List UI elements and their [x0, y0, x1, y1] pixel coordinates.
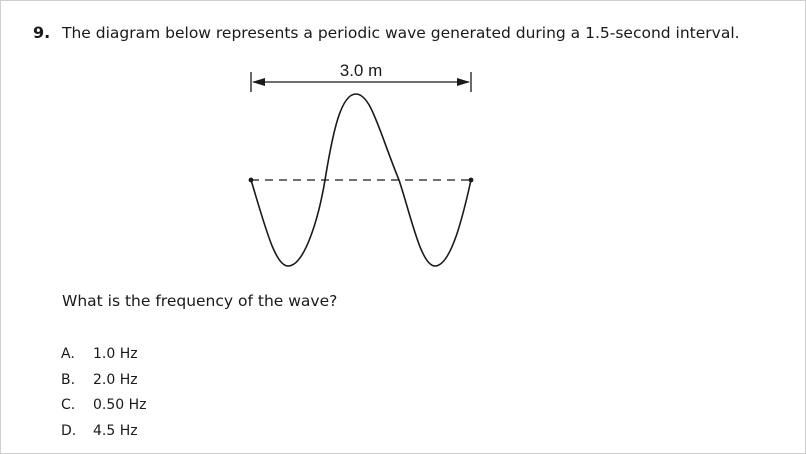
choice-letter: D.: [61, 423, 77, 440]
choice-a[interactable]: A. 1.0 Hz: [61, 346, 147, 372]
wave-diagram: 3.0 m: [248, 61, 474, 267]
dimension-right-arrow: [457, 78, 470, 86]
choice-letter: A.: [61, 346, 75, 362]
choice-letter: B.: [61, 371, 76, 388]
question-text: The diagram below represents a periodic …: [62, 24, 740, 42]
wave-curve: [250, 93, 472, 267]
choice-text: 2.0 Hz: [93, 371, 138, 388]
choice-c[interactable]: C. 0.50 Hz: [61, 397, 147, 423]
choice-b[interactable]: B. 2.0 Hz: [61, 372, 147, 398]
question-prompt: What is the frequency of the wave?: [62, 292, 338, 310]
choice-letter: C.: [61, 397, 76, 414]
choice-text: 1.0 Hz: [93, 346, 138, 362]
wave-end-point: [468, 177, 474, 183]
question-number: 9.: [33, 23, 51, 42]
answer-choices: A. 1.0 Hz B. 2.0 Hz C. 0.50 Hz D. 4.5 Hz: [61, 346, 147, 449]
dimension-left-arrow: [252, 78, 265, 86]
choice-text: 0.50 Hz: [93, 397, 147, 414]
choice-text: 4.5 Hz: [93, 423, 138, 440]
dimension-label: 3.0 m: [340, 61, 383, 80]
choice-d[interactable]: D. 4.5 Hz: [61, 423, 147, 449]
